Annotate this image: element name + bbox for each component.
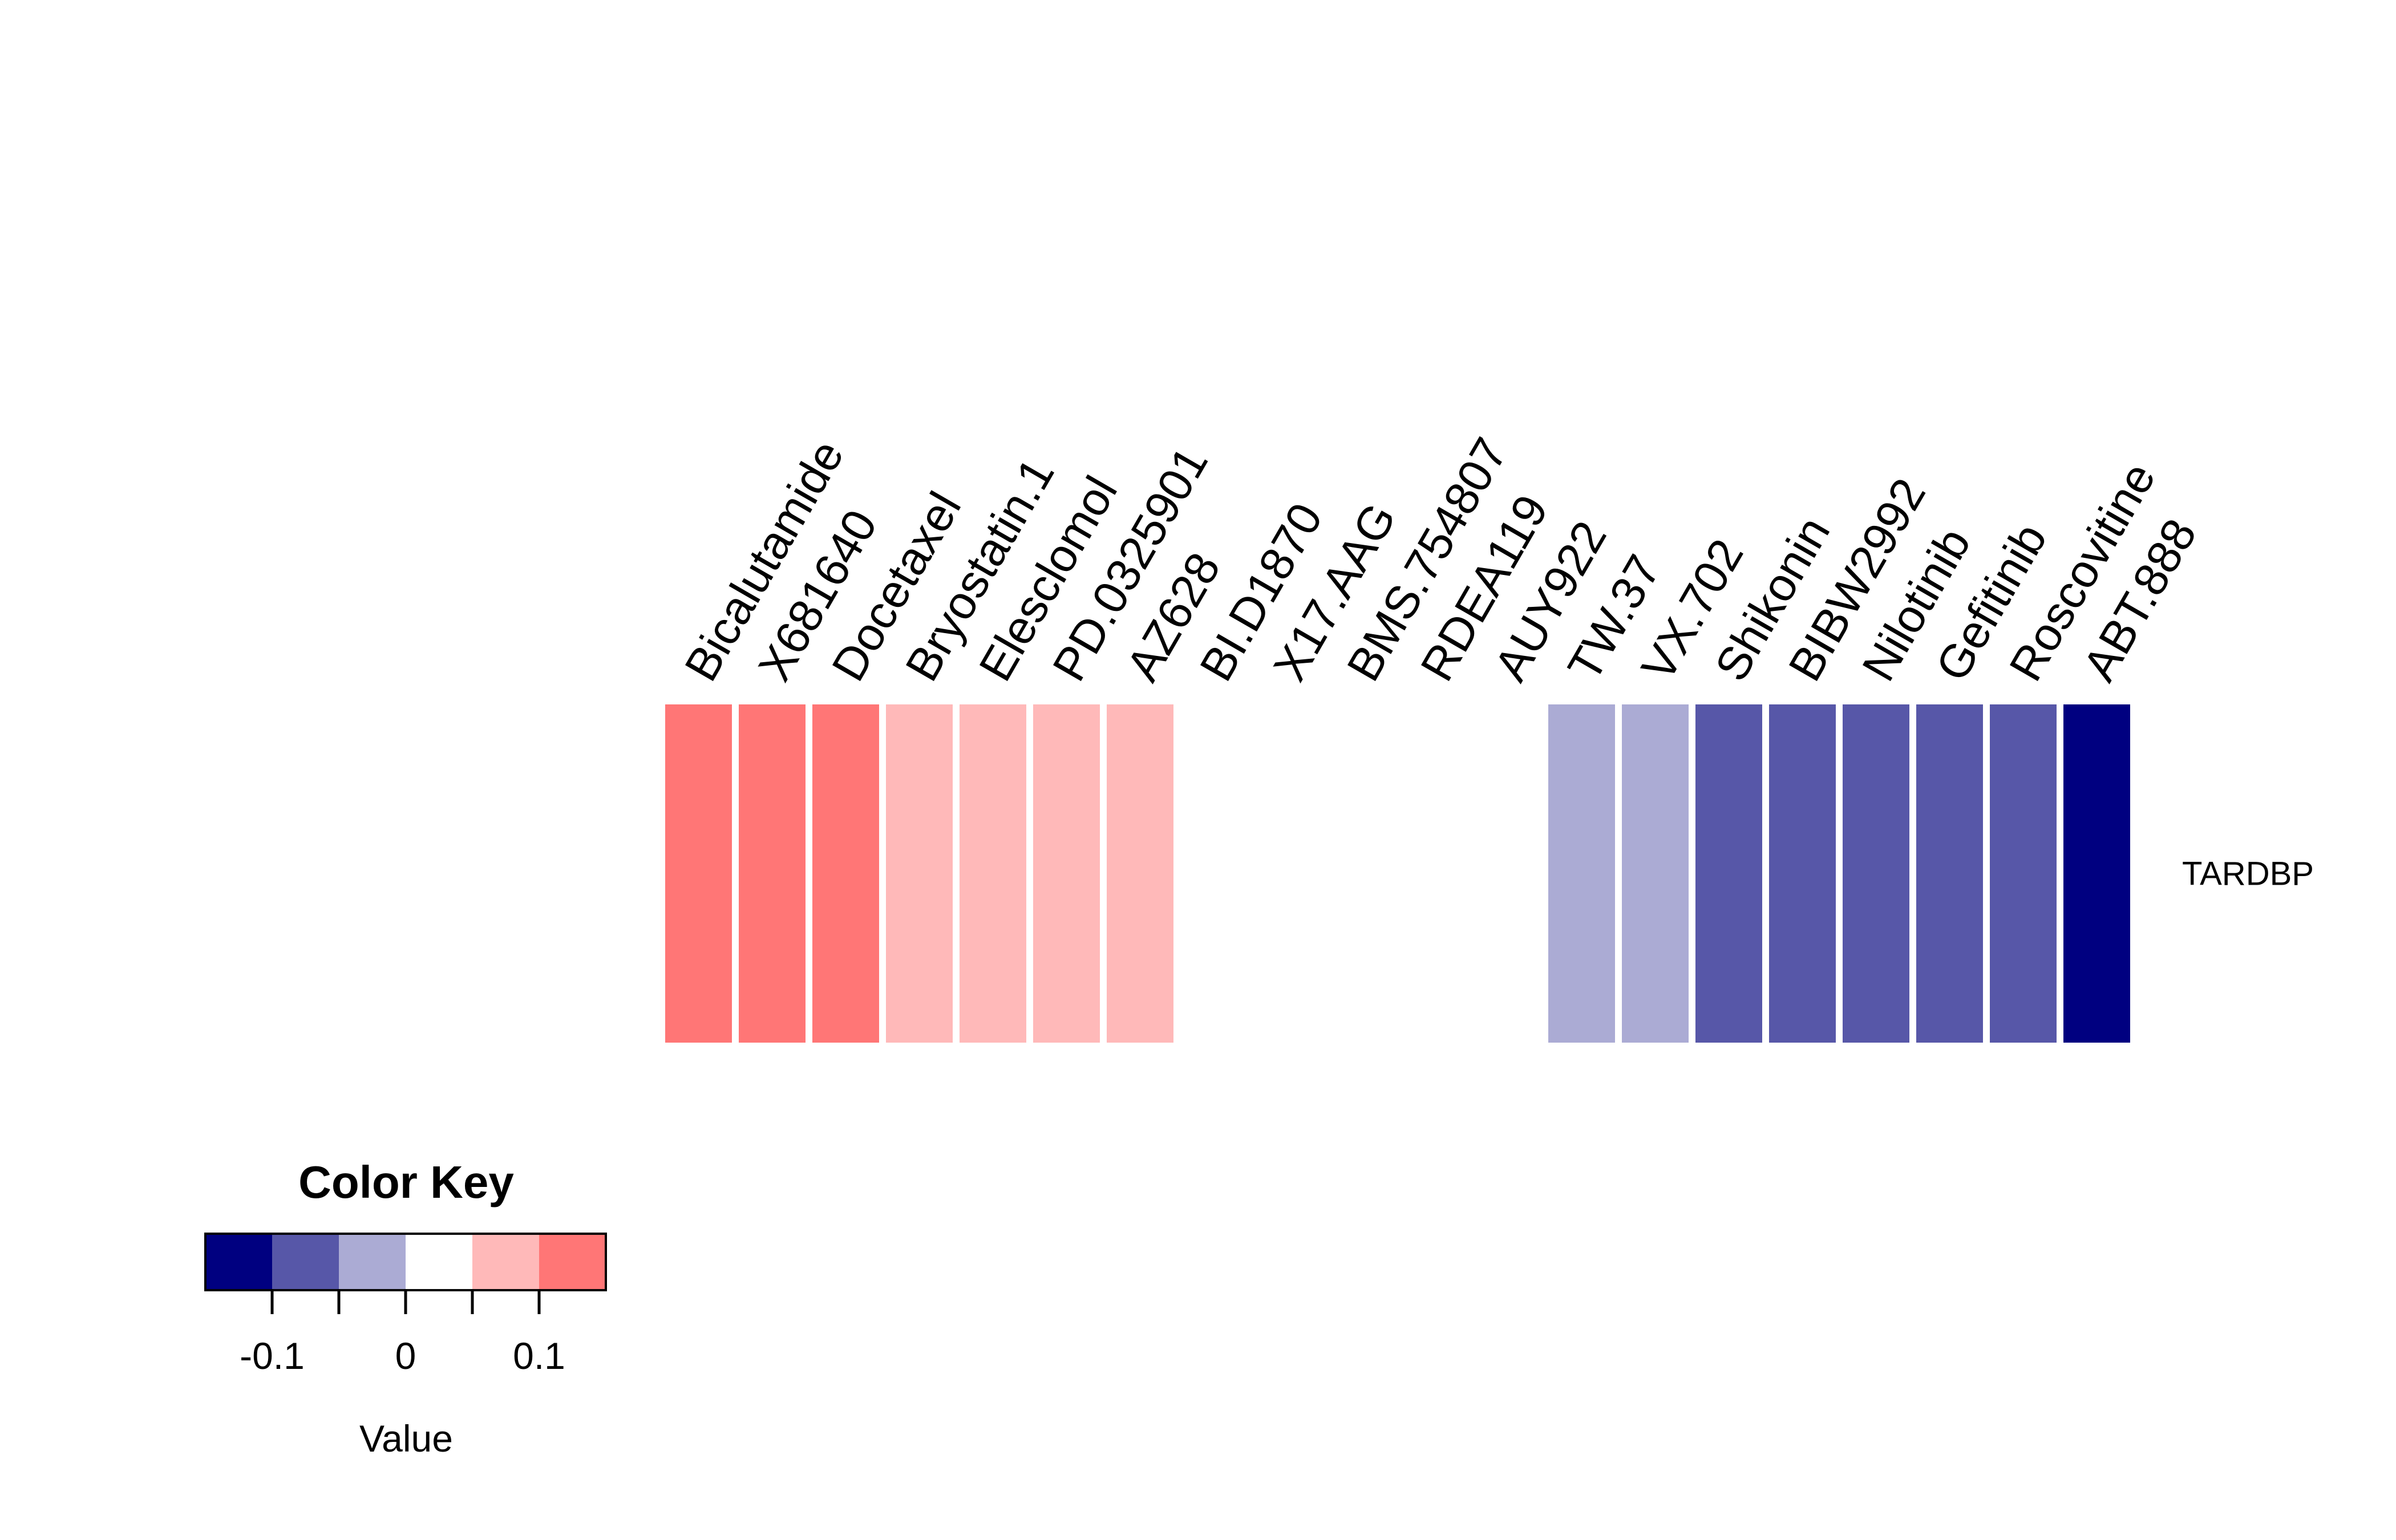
heatmap-cell <box>1916 704 1983 1043</box>
heatmap-cell <box>1033 704 1100 1043</box>
heatmap-cell <box>1843 704 1909 1043</box>
color-key-bin <box>205 1234 272 1290</box>
row-label: TARDBP <box>2182 856 2314 893</box>
color-key-title: Color Key <box>298 1157 514 1207</box>
heatmap-cell <box>960 704 1026 1043</box>
heatmap-cell <box>1254 704 1321 1043</box>
color-key-bin <box>406 1234 472 1290</box>
heatmap-cell <box>1548 704 1615 1043</box>
color-key-bins <box>204 1233 607 1291</box>
heatmap-cell <box>886 704 953 1043</box>
color-key-bin <box>539 1234 606 1290</box>
color-key-bin <box>339 1234 406 1290</box>
heatmap-cell <box>1107 704 1173 1043</box>
heatmap-cell <box>1475 704 1541 1043</box>
heatmap-cell <box>1990 704 2057 1043</box>
color-key-tick-label: -0.1 <box>240 1335 305 1377</box>
heatmap-cell <box>1622 704 1689 1043</box>
column-labels: BicalutamideX681640DocetaxelBryostatin.1… <box>675 429 2207 690</box>
heatmap-cell <box>1695 704 1762 1043</box>
color-key-ticks: -0.1 0 0.1 <box>240 1290 565 1377</box>
row-labels: TARDBP <box>2182 856 2314 893</box>
heatmap-cell <box>812 704 879 1043</box>
heatmap-cell <box>1769 704 1836 1043</box>
color-key-tick-label: 0 <box>395 1335 416 1377</box>
color-key-xlabel: Value <box>359 1417 453 1460</box>
color-key: Color Key -0.1 0 0.1 Value <box>204 1157 607 1460</box>
heatmap-cell <box>665 704 732 1043</box>
color-key-bin <box>472 1234 539 1290</box>
color-key-tick-label: 0.1 <box>513 1335 565 1377</box>
heatmap-cell <box>2063 704 2130 1043</box>
heatmap-cell <box>1327 704 1394 1043</box>
color-key-bin <box>272 1234 339 1290</box>
heatmap-cell <box>739 704 806 1043</box>
heatmap-cell <box>1180 704 1247 1043</box>
heatmap-cells <box>665 704 2130 1043</box>
heatmap-cell <box>1401 704 1468 1043</box>
